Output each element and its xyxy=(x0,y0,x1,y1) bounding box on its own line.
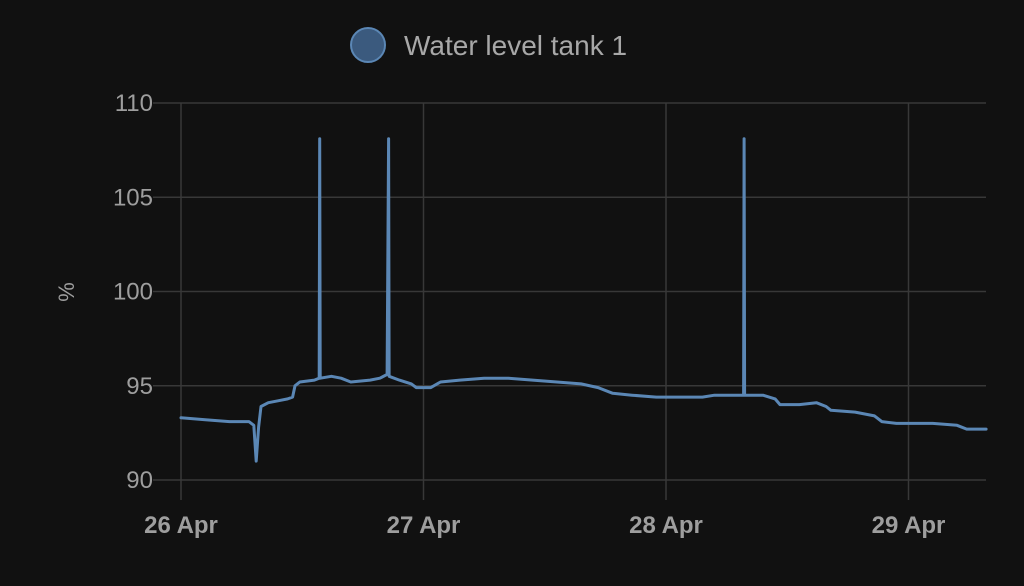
x-tick-label: 29 Apr xyxy=(872,512,946,539)
series-line[interactable] xyxy=(179,137,988,463)
x-tick-label: 27 Apr xyxy=(387,512,461,539)
y-tick-label: 95 xyxy=(126,373,153,400)
y-tick-label: 110 xyxy=(115,90,153,117)
axes: 110 105 100 95 90 26 Apr 27 Apr 28 Apr 29 Apr xyxy=(113,90,945,539)
y-axis-label: % xyxy=(54,282,79,302)
x-tick-label: 28 Apr xyxy=(629,512,703,539)
x-tick-label: 26 Apr xyxy=(144,512,218,539)
y-tick-label: 105 xyxy=(113,184,153,211)
y-tick-label: 100 xyxy=(113,279,153,306)
legend-label[interactable]: Water level tank 1 xyxy=(404,30,627,61)
legend[interactable]: Water level tank 1 xyxy=(350,27,627,63)
legend-swatch-icon[interactable] xyxy=(350,27,386,63)
y-tick-label: 90 xyxy=(126,467,153,494)
grid xyxy=(153,102,986,500)
series-layer xyxy=(179,137,988,463)
